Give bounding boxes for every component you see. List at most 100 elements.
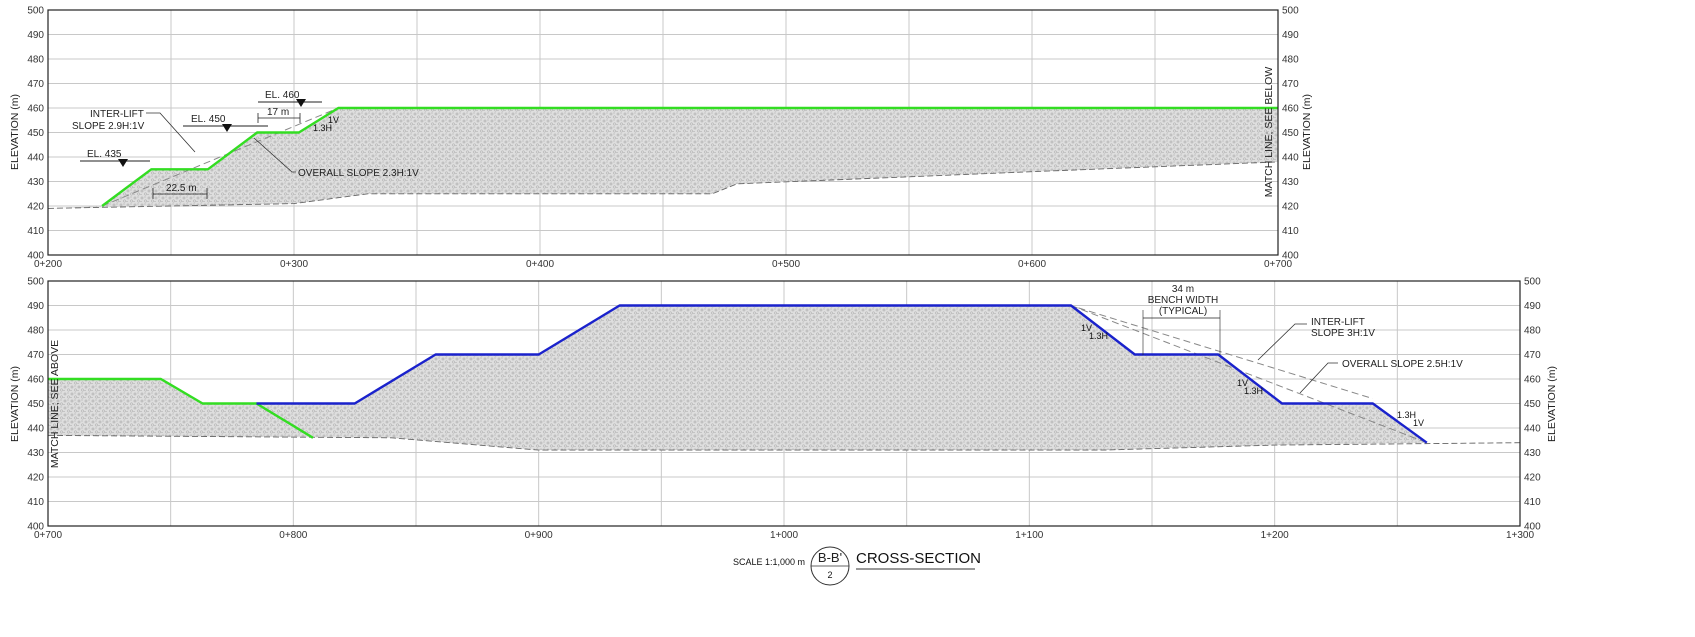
station-tick-label: 1+200 (1261, 530, 1290, 541)
elevation-tick-label: 420 (1524, 473, 1541, 484)
top-section-panel: 500 490 480 470 460 450 440 430 420 410 400 500 490… (9, 6, 1313, 271)
slope-1-3h-label: 1.3H (1397, 410, 1416, 420)
bottom-design-green-line (48, 377, 314, 439)
el-435-label: EL. 435 (87, 149, 122, 160)
elevation-marker-icon (222, 124, 232, 132)
elevation-tick-label: 400 (27, 522, 44, 533)
elevation-tick-label: 420 (27, 473, 44, 484)
top-frame (47, 9, 1279, 256)
scale-label: SCALE 1:1,000 m (733, 557, 805, 567)
elevation-tick-label: 460 (1524, 375, 1541, 386)
slope-1v-label: 1V (1413, 418, 1424, 428)
cross-section-title: CROSS-SECTION (856, 550, 981, 567)
station-tick-label: 1+000 (770, 530, 799, 541)
bottom-design-blue-line (256, 304, 1428, 444)
top-design-profile-line (101, 106, 1278, 207)
station-tick-label: 0+800 (279, 530, 308, 541)
bench-17m-label: 17 m (267, 107, 289, 118)
top-left-elevation-ticks: 500 490 480 470 460 450 440 430 420 410 400 (27, 6, 44, 262)
slope-1-3h-label: 1.3H (313, 123, 332, 133)
elevation-tick-label: 490 (27, 301, 44, 312)
top-original-ground-line (47, 161, 1279, 209)
top-right-elevation-ticks: 500 490 480 470 460 450 440 430 420 410 400 (1282, 6, 1299, 262)
elevation-tick-label: 480 (27, 55, 44, 66)
elevation-tick-label: 500 (1524, 277, 1541, 288)
slope-1-3h-label: 1.3H (1089, 331, 1108, 341)
elevation-marker-icon (118, 159, 128, 167)
elevation-tick-label: 500 (27, 277, 44, 288)
station-tick-label: 0+700 (1264, 259, 1293, 270)
bottom-overall-slope-label: OVERALL SLOPE 2.5H:1V (1342, 359, 1463, 370)
station-tick-label: 1+100 (1015, 530, 1044, 541)
slope-1v-label: 1V (1237, 378, 1248, 388)
slope-1v-label: 1V (328, 115, 339, 125)
bottom-section-panel: 500 490 480 470 460 450 440 430 420 410 400 500 490… (9, 277, 1558, 542)
sheet-number-label: 2 (827, 570, 832, 580)
top-right-axis-label: ELEVATION (m) (1301, 94, 1313, 170)
bottom-annotations: 34 m BENCH WIDTH (TYPICAL) INTER-LIFT SL… (1081, 284, 1463, 428)
bench-34m-label: 34 m (1172, 284, 1194, 295)
elevation-tick-label: 420 (27, 202, 44, 213)
bottom-overall-slope-line (1070, 305, 1427, 444)
elevation-tick-label: 410 (1524, 497, 1541, 508)
top-overall-slope-line (101, 107, 339, 207)
elevation-tick-label: 480 (1282, 55, 1299, 66)
elevation-marker-icon (296, 99, 306, 107)
elevation-tick-label: 440 (1524, 424, 1541, 435)
elevation-tick-label: 470 (1524, 350, 1541, 361)
top-left-axis-label: ELEVATION (m) (9, 94, 21, 170)
elevation-tick-label: 500 (27, 6, 44, 17)
elevation-tick-label: 430 (1524, 448, 1541, 459)
station-tick-label: 0+300 (280, 259, 309, 270)
bottom-fill-material (48, 305, 1427, 451)
el-460-label: EL. 460 (265, 90, 300, 101)
station-tick-label: 0+900 (525, 530, 554, 541)
elevation-tick-label: 430 (1282, 177, 1299, 188)
elevation-tick-label: 480 (1524, 326, 1541, 337)
station-tick-label: 1+300 (1506, 530, 1535, 541)
elevation-tick-label: 400 (1524, 522, 1541, 533)
bottom-right-elevation-ticks: 500 490 480 470 460 450 440 430 420 410 400 (1524, 277, 1541, 533)
elevation-tick-label: 410 (27, 497, 44, 508)
elevation-tick-label: 490 (27, 30, 44, 41)
station-tick-label: 0+500 (772, 259, 801, 270)
elevation-tick-label: 440 (1282, 153, 1299, 164)
elevation-tick-label: 440 (27, 424, 44, 435)
section-id-label: B-B' (818, 550, 842, 565)
bottom-match-line-label: MATCH LINE; SEE ABOVE (49, 340, 61, 468)
elevation-tick-label: 470 (27, 79, 44, 90)
overall-slope-label: OVERALL SLOPE 2.3H:1V (298, 168, 419, 179)
bottom-right-axis-label: ELEVATION (m) (1546, 366, 1558, 442)
bench-width-label: BENCH WIDTH (1148, 295, 1219, 306)
elevation-tick-label: 460 (1282, 104, 1299, 115)
title-block: SCALE 1:1,000 m B-B' 2 CROSS-SECTION (733, 546, 981, 586)
elevation-tick-label: 450 (1282, 128, 1299, 139)
elevation-tick-label: 460 (27, 104, 44, 115)
interlift-label-line1: INTER-LIFT (90, 109, 144, 120)
el-450-label: EL. 450 (191, 114, 226, 125)
elevation-tick-label: 400 (27, 251, 44, 262)
station-tick-label: 0+400 (526, 259, 555, 270)
elevation-tick-label: 450 (27, 399, 44, 410)
station-tick-label: 0+700 (34, 530, 63, 541)
elevation-tick-label: 410 (27, 226, 44, 237)
elevation-tick-label: 430 (27, 177, 44, 188)
bottom-interlift-line1: INTER-LIFT (1311, 317, 1365, 328)
elevation-tick-label: 470 (27, 350, 44, 361)
slope-1v-label: 1V (1081, 323, 1092, 333)
elevation-tick-label: 450 (27, 128, 44, 139)
bottom-left-axis-label: ELEVATION (m) (9, 366, 21, 442)
bottom-station-ticks: 0+700 0+800 0+900 1+000 1+100 1+200 1+300 (34, 530, 1535, 541)
station-tick-label: 0+200 (34, 259, 63, 270)
elevation-tick-label: 440 (27, 153, 44, 164)
elevation-tick-label: 450 (1524, 399, 1541, 410)
elevation-tick-label: 490 (1524, 301, 1541, 312)
elevation-tick-label: 400 (1282, 251, 1299, 262)
top-fill-material (48, 108, 1278, 209)
bottom-interlift-slope-line (1078, 307, 1373, 400)
bottom-left-elevation-ticks: 500 490 480 470 460 450 440 430 420 410 400 (27, 277, 44, 533)
station-tick-label: 0+600 (1018, 259, 1047, 270)
top-station-ticks: 0+200 0+300 0+400 0+500 0+600 0+700 (34, 259, 1293, 270)
elevation-tick-label: 470 (1282, 79, 1299, 90)
